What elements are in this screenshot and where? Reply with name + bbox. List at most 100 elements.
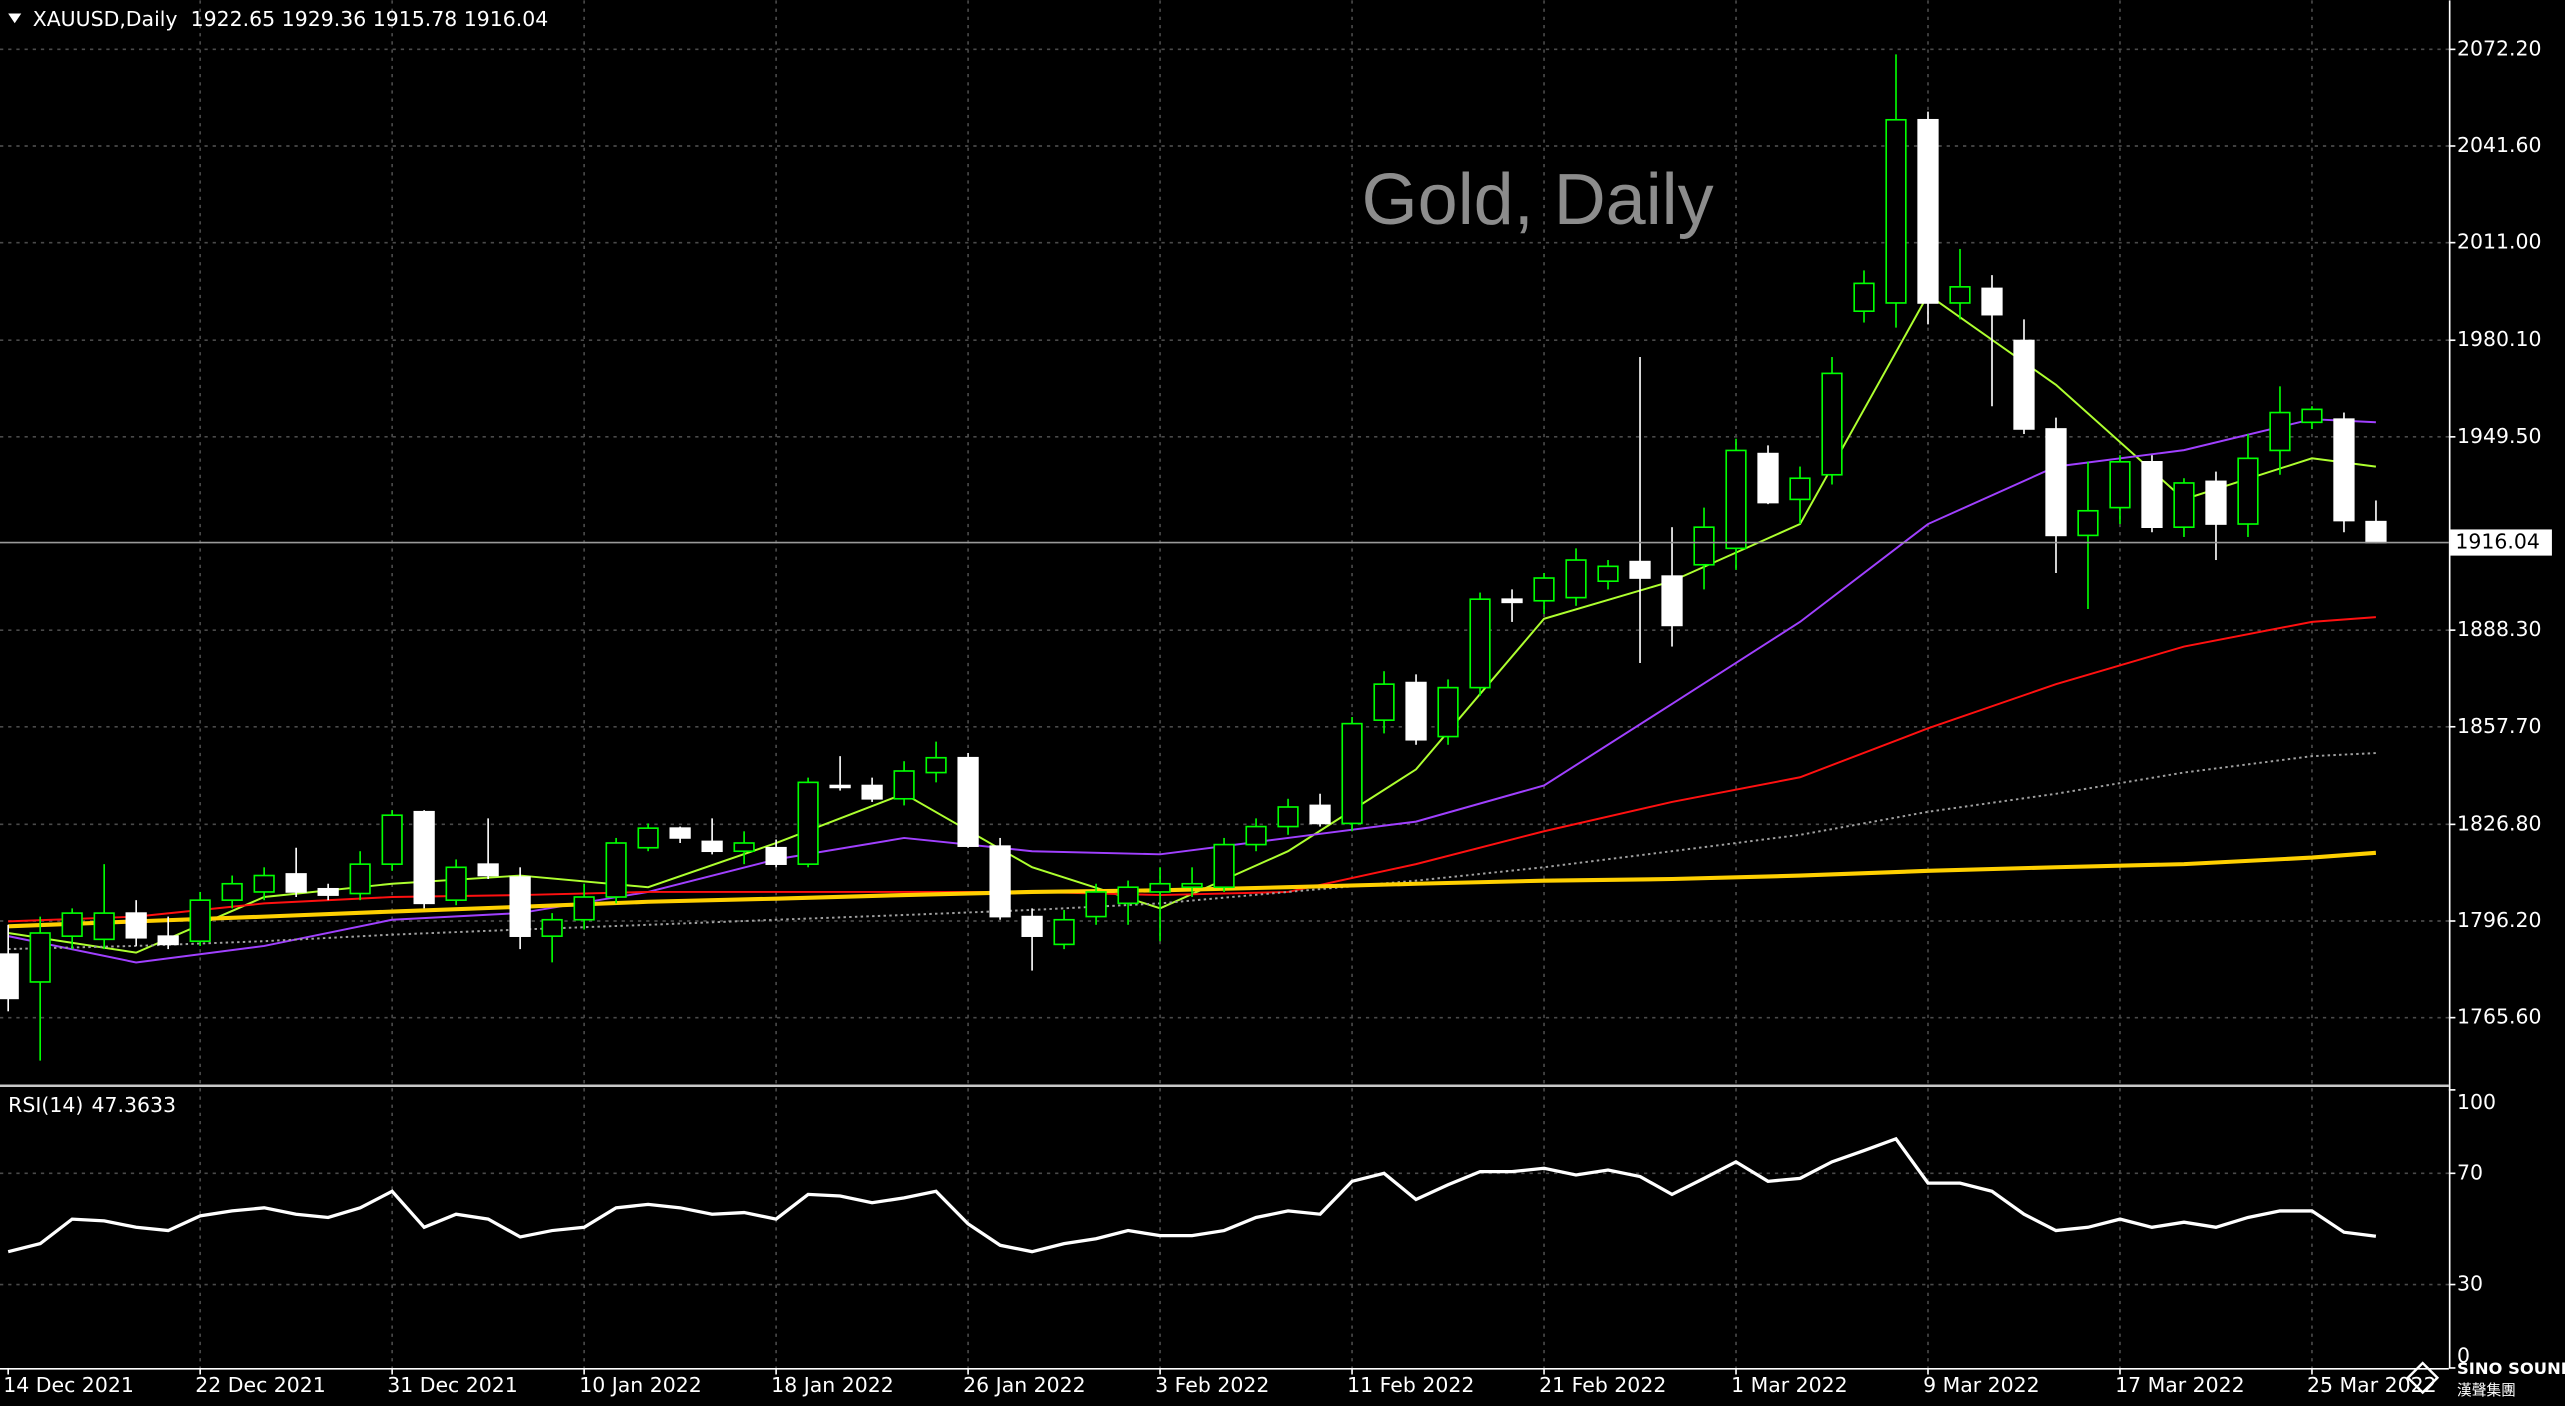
menu-arrow[interactable] bbox=[8, 13, 22, 24]
candle-body bbox=[2333, 418, 2355, 522]
candle-body bbox=[1053, 918, 1075, 946]
candle-body bbox=[957, 756, 979, 847]
candle-body bbox=[1853, 282, 1875, 312]
candle-body bbox=[1309, 804, 1331, 825]
logo-icon bbox=[2406, 1361, 2440, 1395]
candle-body bbox=[2365, 520, 2387, 544]
candle-body bbox=[1181, 882, 1203, 889]
candle-body bbox=[1437, 686, 1459, 738]
candle-body bbox=[2045, 428, 2067, 537]
x-tick-label: 1 Mar 2022 bbox=[1731, 1373, 1848, 1397]
candle-body bbox=[1661, 575, 1683, 627]
candle-body bbox=[861, 784, 883, 800]
candle-body bbox=[1469, 598, 1491, 689]
x-tick-label: 31 Dec 2021 bbox=[387, 1373, 518, 1397]
y-tick-label: 30 bbox=[2457, 1272, 2483, 1296]
candle-body bbox=[2173, 482, 2195, 529]
x-tick-label: 14 Dec 2021 bbox=[3, 1373, 134, 1397]
plot-area bbox=[0, 54, 2387, 1254]
y-tick-label: 1826.80 bbox=[2457, 811, 2542, 835]
candle-body bbox=[413, 810, 435, 905]
candle-body bbox=[2237, 457, 2259, 525]
x-tick-label: 25 Mar 2022 bbox=[2307, 1373, 2437, 1397]
watermark-title: Gold, Daily bbox=[1362, 160, 1714, 240]
candle-body bbox=[1917, 118, 1939, 304]
candle-body bbox=[797, 781, 819, 865]
header-open: 1922.65 bbox=[191, 7, 276, 31]
candle-body bbox=[2205, 480, 2227, 525]
candle-body bbox=[1373, 683, 1395, 721]
candle-body bbox=[925, 756, 947, 774]
candle-body bbox=[1533, 577, 1555, 602]
y-tick-label: 1796.20 bbox=[2457, 908, 2542, 932]
grid bbox=[0, 0, 2449, 1368]
y-tick-label: 1949.50 bbox=[2457, 424, 2542, 448]
y-tick-label: 70 bbox=[2457, 1160, 2483, 1184]
candle-body bbox=[1565, 559, 1587, 599]
y-tick-label: 1857.70 bbox=[2457, 714, 2542, 738]
candle-body bbox=[477, 863, 499, 877]
candle-body bbox=[1693, 526, 1715, 566]
y-tick-label: 2072.20 bbox=[2457, 36, 2542, 60]
y-tick-label: 2041.60 bbox=[2457, 133, 2542, 157]
candle-body bbox=[2141, 460, 2163, 529]
header-low: 1915.78 bbox=[373, 7, 458, 31]
candle-body bbox=[829, 784, 851, 789]
candle-body bbox=[1021, 915, 1043, 937]
candle-body bbox=[93, 912, 115, 941]
candle-body bbox=[1981, 287, 2003, 316]
x-tick-label: 26 Jan 2022 bbox=[963, 1373, 1086, 1397]
y-tick-label: 1765.60 bbox=[2457, 1005, 2542, 1029]
candle-body bbox=[29, 932, 51, 983]
candle-body bbox=[1949, 286, 1971, 304]
candle-body bbox=[509, 876, 531, 937]
candle-body bbox=[2301, 408, 2323, 424]
candle-body bbox=[189, 899, 211, 943]
symbol-header: XAUUSD,Daily 1922.65 1929.36 1915.78 1916.04 bbox=[33, 7, 549, 31]
y-tick-label: 1888.30 bbox=[2457, 617, 2542, 641]
x-tick-label: 22 Dec 2021 bbox=[195, 1373, 326, 1397]
logo-subname: 漢聲集團 bbox=[2457, 1382, 2516, 1399]
x-tick-label: 21 Feb 2022 bbox=[1539, 1373, 1666, 1397]
candle-body bbox=[573, 896, 595, 921]
candle-body bbox=[317, 887, 339, 896]
y-tick-label: 1980.10 bbox=[2457, 327, 2542, 351]
last-price-box bbox=[2450, 529, 2552, 556]
x-tick-label: 9 Mar 2022 bbox=[1923, 1373, 2040, 1397]
candle-body bbox=[1725, 449, 1747, 550]
candle-body bbox=[349, 863, 371, 895]
rsi-current: 47.3633 bbox=[92, 1093, 177, 1117]
candle-body bbox=[1821, 372, 1843, 476]
candle-body bbox=[989, 845, 1011, 918]
candle-body bbox=[0, 953, 19, 1000]
x-tick-label: 18 Jan 2022 bbox=[771, 1373, 894, 1397]
candle-body bbox=[125, 912, 147, 939]
candle-body bbox=[61, 912, 83, 937]
x-tick-label: 17 Mar 2022 bbox=[2115, 1373, 2245, 1397]
candle-body bbox=[2013, 339, 2035, 430]
candle-body bbox=[701, 840, 723, 853]
candle-body bbox=[893, 770, 915, 800]
candle-body bbox=[1757, 452, 1779, 504]
candle-body bbox=[1277, 806, 1299, 828]
candle-body bbox=[1341, 722, 1363, 825]
y-tick-label: 2011.00 bbox=[2457, 230, 2542, 254]
moving-average bbox=[8, 616, 2376, 923]
last-price-label: 1916.04 bbox=[2455, 530, 2540, 554]
rsi-title: RSI(14) bbox=[8, 1093, 83, 1117]
candle-body bbox=[1629, 560, 1651, 579]
moving-average bbox=[8, 752, 2376, 951]
candle-body bbox=[765, 846, 787, 865]
candle-body bbox=[445, 866, 467, 901]
candle-body bbox=[1149, 882, 1171, 893]
candle-body bbox=[637, 827, 659, 849]
candle-body bbox=[253, 874, 275, 893]
candle-body bbox=[1085, 891, 1107, 918]
candle-body bbox=[541, 918, 563, 937]
header-high: 1929.36 bbox=[282, 7, 367, 31]
logo: SINO SOUND 漢聲集團 bbox=[2406, 1359, 2565, 1399]
candle-body bbox=[1885, 118, 1907, 304]
symbol: XAUUSD,Daily bbox=[33, 7, 178, 31]
rsi-line bbox=[7, 1136, 2377, 1254]
candle-body bbox=[381, 814, 403, 865]
